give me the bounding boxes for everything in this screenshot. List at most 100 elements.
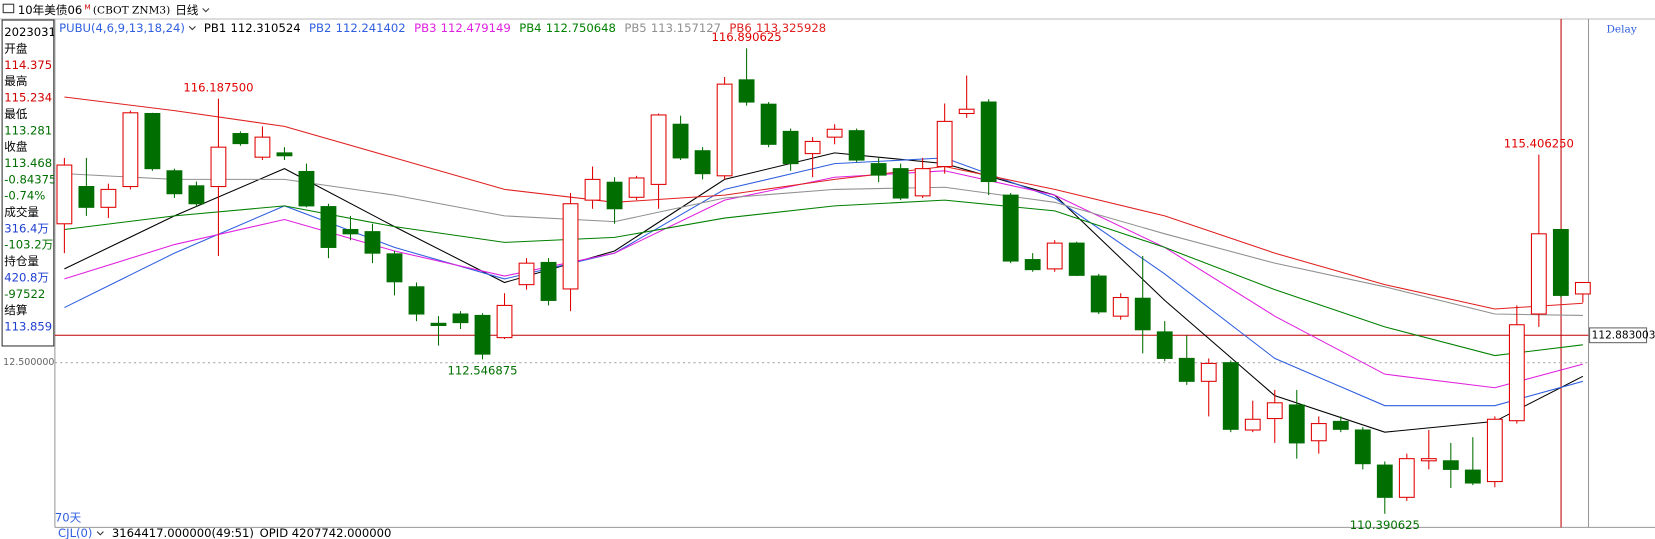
candle-body bbox=[870, 163, 887, 176]
candle-body bbox=[672, 123, 689, 159]
legend-value: 112.479149 bbox=[441, 21, 511, 35]
legend-value: 113.325928 bbox=[756, 21, 826, 35]
candle-body bbox=[474, 314, 491, 355]
candle-body bbox=[1508, 324, 1525, 422]
candle-body bbox=[1420, 458, 1437, 462]
open-interest: OPID 4207742.000000 bbox=[260, 526, 392, 539]
candle-body bbox=[1442, 460, 1459, 470]
candle-body bbox=[1398, 458, 1415, 498]
period-chevron[interactable] bbox=[202, 8, 210, 13]
candle-body bbox=[1464, 469, 1481, 484]
candle-body bbox=[694, 150, 711, 175]
info-item: -0.84375 bbox=[4, 172, 56, 186]
legend-chevron bbox=[188, 25, 196, 31]
candle-body bbox=[78, 186, 95, 208]
candle-body bbox=[936, 120, 953, 168]
flag: M bbox=[84, 2, 90, 11]
legend-name: PB1 bbox=[204, 21, 226, 35]
indicator-title[interactable]: PUBU(4,6,9,13,18,24) bbox=[59, 21, 185, 35]
candle-body bbox=[254, 136, 271, 158]
info-item: 113.859 bbox=[4, 319, 52, 333]
candle-body bbox=[122, 112, 139, 188]
info-item: 114.375 bbox=[4, 58, 52, 72]
extreme-label: 116.890625 bbox=[712, 30, 782, 44]
info-item: 最高 bbox=[4, 74, 27, 88]
candle-body bbox=[848, 130, 865, 161]
legend-name: PB4 bbox=[519, 21, 541, 35]
candle-body bbox=[1002, 194, 1019, 262]
candle-body bbox=[1156, 331, 1173, 359]
period[interactable]: 日线 bbox=[175, 3, 199, 17]
legend-value: 112.750648 bbox=[546, 21, 616, 35]
pb-line bbox=[64, 173, 1583, 316]
candle-body bbox=[1310, 423, 1327, 442]
candle-body bbox=[188, 185, 205, 205]
info-item: 持仓量 bbox=[4, 254, 39, 268]
candle-body bbox=[628, 177, 645, 198]
candle-body bbox=[298, 170, 315, 207]
candle-body bbox=[1178, 357, 1195, 382]
candle-body bbox=[518, 262, 535, 286]
code: (CBOT ZNM3) bbox=[93, 5, 170, 17]
info-item: 113.468 bbox=[4, 156, 52, 170]
delay: Delay bbox=[1606, 24, 1636, 36]
candle-body bbox=[980, 101, 997, 183]
menu-icon[interactable] bbox=[2, 3, 15, 14]
info-item: 113.281 bbox=[4, 123, 52, 137]
legend-value: 113.157127 bbox=[651, 21, 721, 35]
info-item: 420.8万 bbox=[4, 270, 49, 284]
candle-body bbox=[1376, 464, 1393, 498]
candle-body bbox=[562, 203, 579, 290]
last-price-box bbox=[1589, 327, 1648, 344]
extreme-label: 110.390625 bbox=[1350, 518, 1420, 532]
candle-body bbox=[276, 152, 293, 157]
pb-line bbox=[64, 152, 1584, 433]
info-values: 20230314 开盘 114.375 最高 115.234 最低 113.281 收盘 113… bbox=[4, 25, 63, 333]
legend-name: PB6 bbox=[729, 21, 751, 35]
candle-body bbox=[1288, 404, 1305, 444]
candle-body bbox=[1090, 275, 1107, 313]
candle-body bbox=[1530, 233, 1547, 315]
candle-body bbox=[210, 146, 227, 188]
candle-body bbox=[1134, 297, 1151, 331]
candle-body bbox=[1574, 281, 1591, 295]
candle-body bbox=[1046, 242, 1063, 270]
candle-body bbox=[826, 128, 843, 138]
candle-body bbox=[342, 228, 359, 235]
candle-body bbox=[100, 188, 117, 208]
candle-body bbox=[650, 114, 667, 185]
extreme-label: 112.546875 bbox=[447, 363, 517, 377]
candle-body bbox=[1112, 297, 1129, 317]
candle-body bbox=[738, 79, 755, 103]
info-item: 115.234 bbox=[4, 91, 52, 105]
info-item: 20230314 bbox=[4, 25, 63, 39]
candle-body bbox=[430, 322, 447, 326]
candle-body bbox=[1222, 362, 1239, 430]
legend-name: PB5 bbox=[624, 21, 646, 35]
info-item: 最低 bbox=[4, 107, 28, 121]
legend-value: 112.241402 bbox=[336, 21, 406, 35]
candle-body bbox=[1332, 420, 1349, 430]
legend-name: PB3 bbox=[414, 21, 436, 35]
candle-body bbox=[1244, 418, 1261, 431]
candle-body bbox=[914, 168, 931, 197]
extreme-label: 115.406250 bbox=[1504, 137, 1574, 151]
info-item: -97522 bbox=[4, 287, 45, 301]
candle-body bbox=[760, 103, 777, 145]
indicator-chevron[interactable] bbox=[96, 531, 104, 536]
info-item: 开盘 bbox=[4, 42, 28, 56]
symbol: 10年美债06 bbox=[18, 3, 82, 17]
last-price-label: 112.883003 bbox=[1592, 329, 1655, 341]
candle-body bbox=[716, 83, 733, 177]
info-item: -0.74% bbox=[4, 189, 45, 203]
candle-body bbox=[320, 206, 337, 248]
candle-body bbox=[540, 261, 557, 301]
candle-body bbox=[1354, 429, 1371, 465]
candle-body bbox=[452, 313, 469, 324]
candle-body bbox=[1068, 242, 1085, 276]
indicator-name[interactable]: CJL(0) bbox=[58, 526, 92, 539]
candle-body bbox=[804, 140, 821, 155]
pb-line bbox=[64, 96, 1583, 310]
